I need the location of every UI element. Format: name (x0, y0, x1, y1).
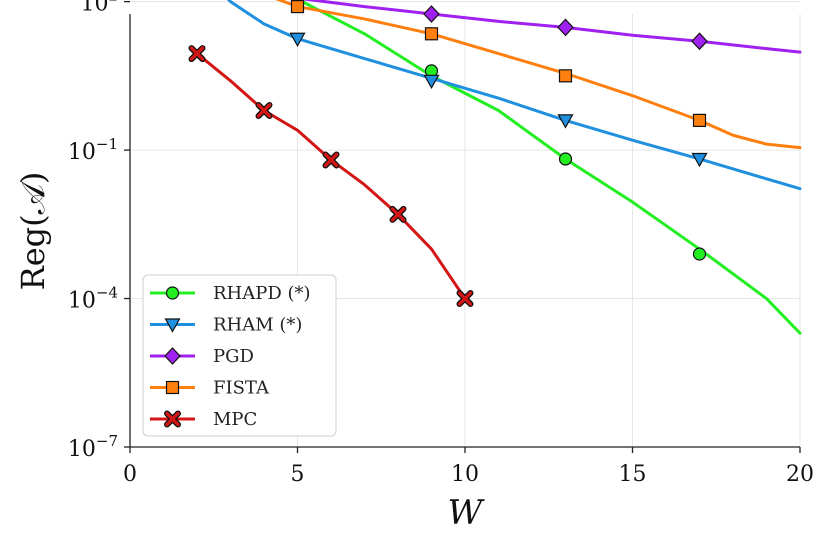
data-point-rham (423, 74, 440, 90)
series-line-fista (275, 0, 802, 150)
y-axis-title: Reg(𝒜) (14, 172, 52, 291)
marker-x-core (165, 411, 180, 427)
x-tick-label: 15 (619, 462, 647, 487)
legend: RHAPD (*) RHAM (*) PGD FISTA MPC (142, 274, 337, 437)
legend-marker (164, 410, 181, 428)
y-tick-label: 10−1 (68, 135, 118, 165)
data-point-pgd (691, 32, 708, 51)
legend-marker (165, 380, 180, 395)
y-tick-label: 102 (80, 0, 118, 17)
y-tick-base: 10 (68, 140, 96, 165)
series-line-mpc (195, 52, 467, 301)
data-point-rhapd (558, 152, 573, 166)
x-axis-title: W (448, 493, 486, 533)
x-tick-label: 20 (786, 462, 814, 487)
legend-marker (165, 286, 180, 300)
data-point-mpc (188, 45, 206, 63)
data-point-fista (692, 113, 707, 127)
legend-entry-fista: FISTA (150, 378, 270, 399)
marker-x-core (323, 152, 339, 168)
data-point-mpc (456, 290, 474, 308)
y-tick-base: 10 (68, 437, 96, 462)
series-line-rham (226, 0, 802, 191)
y-tick-exponent: 2 (108, 0, 118, 5)
series-layer (188, 0, 802, 335)
legend-label: FISTA (213, 378, 270, 399)
data-point-mpc (255, 101, 273, 119)
legend-marker (164, 347, 181, 365)
y-tick-label: 10−7 (68, 432, 118, 462)
data-point-pgd (423, 5, 440, 23)
data-point-rham (557, 114, 574, 129)
legend-marker (164, 318, 181, 333)
data-point-fista (558, 69, 573, 83)
y-tick-exponent: −1 (96, 135, 118, 153)
data-point-rham (289, 32, 306, 47)
data-point-fista (290, 0, 305, 14)
legend-label: RHAM (*) (213, 315, 302, 336)
data-point-mpc (389, 205, 407, 223)
legend-entry-rhapd: RHAPD (*) (150, 283, 311, 304)
data-point-pgd (557, 18, 574, 37)
y-tick-exponent: −7 (96, 432, 118, 450)
legend-entry-pgd: PGD (150, 346, 254, 367)
x-tick-label: 10 (451, 462, 479, 487)
data-point-mpc (322, 151, 340, 169)
legend-entry-mpc: MPC (150, 409, 257, 430)
marker-x-core (256, 103, 272, 118)
data-point-fista (424, 27, 439, 41)
marker-x-core (390, 207, 406, 222)
tick-layer: 0510152010210−110−410−7 (68, 0, 814, 487)
legend-label: MPC (213, 409, 257, 430)
marker-x-core (189, 46, 205, 61)
y-tick-label: 10−4 (68, 284, 118, 314)
x-tick-label: 0 (123, 462, 137, 487)
data-point-rhapd (692, 247, 707, 261)
series-mpc (188, 45, 474, 308)
y-tick-base: 10 (68, 289, 96, 314)
legend-label: PGD (213, 346, 254, 367)
y-tick-base: 10 (80, 0, 108, 17)
x-tick-label: 5 (291, 462, 305, 487)
series-line-pgd (300, 0, 802, 54)
legend-entry-rham: RHAM (*) (150, 315, 302, 336)
legend-label: RHAPD (*) (213, 283, 311, 304)
series-pgd (290, 0, 802, 54)
data-point-rham (691, 152, 708, 168)
series-line-rhapd (294, 0, 802, 335)
marker-x-core (457, 291, 473, 306)
y-tick-exponent: −4 (96, 284, 118, 302)
series-fista (275, 0, 802, 150)
series-rham (226, 0, 802, 191)
legend-box (142, 274, 337, 437)
